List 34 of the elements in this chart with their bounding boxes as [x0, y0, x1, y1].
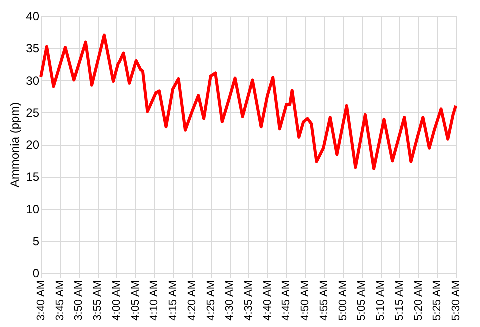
x-tick-label: 4:20 AM: [186, 280, 198, 321]
y-tick-label: 30: [26, 74, 40, 88]
x-tick-label: 4:50 AM: [300, 280, 312, 321]
x-tick-label: 5:00 AM: [337, 280, 350, 321]
x-tick-label: 5:10 AM: [375, 280, 388, 321]
y-tick-label: 35: [26, 42, 40, 56]
x-tick-label: 4:40 AM: [262, 280, 274, 321]
y-tick-label: 25: [26, 106, 40, 120]
x-tick-label: 3:45 AM: [54, 280, 66, 321]
y-axis-title: Ammonia (ppm): [8, 102, 22, 188]
x-tick-label: 4:00 AM: [110, 280, 123, 321]
y-tick-label: 15: [26, 170, 40, 184]
x-tick-label: 3:55 AM: [92, 280, 104, 321]
x-tick-label: 3:40 AM: [36, 280, 48, 321]
x-tick-label: 4:30 AM: [224, 280, 236, 321]
x-tick-label: 4:25 AM: [205, 280, 218, 321]
y-tick-label: 40: [26, 10, 40, 24]
x-tick-label: 4:15 AM: [168, 280, 180, 321]
x-tick-label: 5:15 AM: [394, 280, 406, 321]
x-tick-label: 4:05 AM: [130, 280, 142, 321]
line-series: [40, 34, 458, 170]
x-tick-label: 3:50 AM: [73, 280, 86, 321]
y-tick-label: 20: [26, 138, 40, 152]
x-tick-label: 5:30 AM: [450, 280, 462, 321]
x-tick-label: 4:10 AM: [148, 280, 161, 321]
y-tick-label: 10: [26, 202, 40, 216]
x-tick-label: 5:25 AM: [432, 280, 444, 321]
y-tick-label: 0: [32, 266, 40, 280]
x-tick-label: 5:20 AM: [412, 280, 425, 321]
x-tick-label: 4:45 AM: [280, 280, 293, 321]
x-tick-label: 4:35 AM: [242, 280, 255, 321]
y-tick-label: 5: [32, 234, 40, 248]
x-tick-label: 4:55 AM: [318, 280, 330, 321]
x-tick-label: 5:05 AM: [356, 280, 368, 321]
